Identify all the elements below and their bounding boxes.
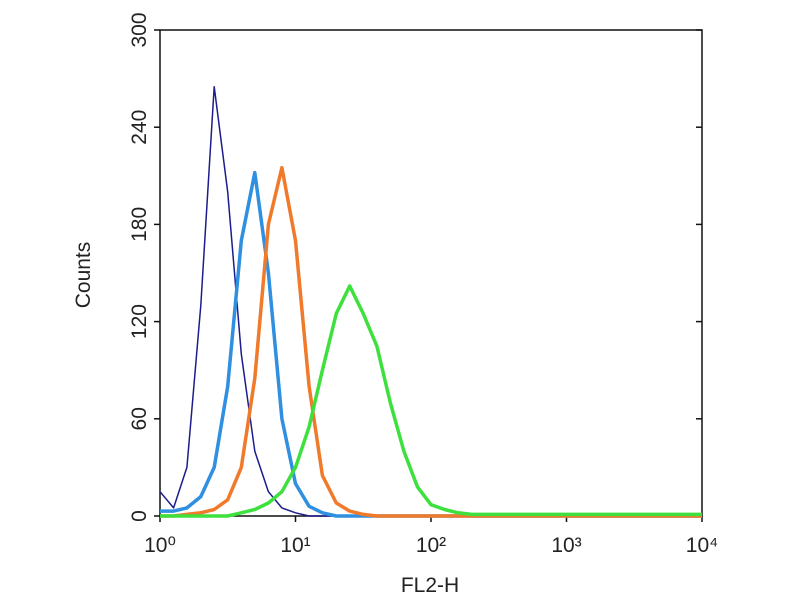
y-tick-label: 120 xyxy=(128,304,151,339)
histogram-line xyxy=(160,165,702,518)
y-tick-label: 300 xyxy=(128,12,151,47)
y-tick-label: 240 xyxy=(128,110,151,145)
x-tick-label: 10⁴ xyxy=(686,534,718,557)
histogram-line xyxy=(160,284,702,518)
x-tick-label: 10⁰ xyxy=(144,534,176,557)
y-tick-label: 180 xyxy=(128,207,151,242)
y-axis-label: Counts xyxy=(72,242,95,309)
histogram-line xyxy=(159,85,702,517)
x-tick-label: 10³ xyxy=(551,534,581,557)
y-tick-label: 0 xyxy=(128,510,151,522)
x-tick-label: 10¹ xyxy=(280,534,310,557)
x-axis-label: FL2-H xyxy=(401,574,459,597)
x-tick-label: 10² xyxy=(416,534,446,557)
plot-frame xyxy=(159,29,703,517)
y-tick-label: 60 xyxy=(128,407,151,430)
